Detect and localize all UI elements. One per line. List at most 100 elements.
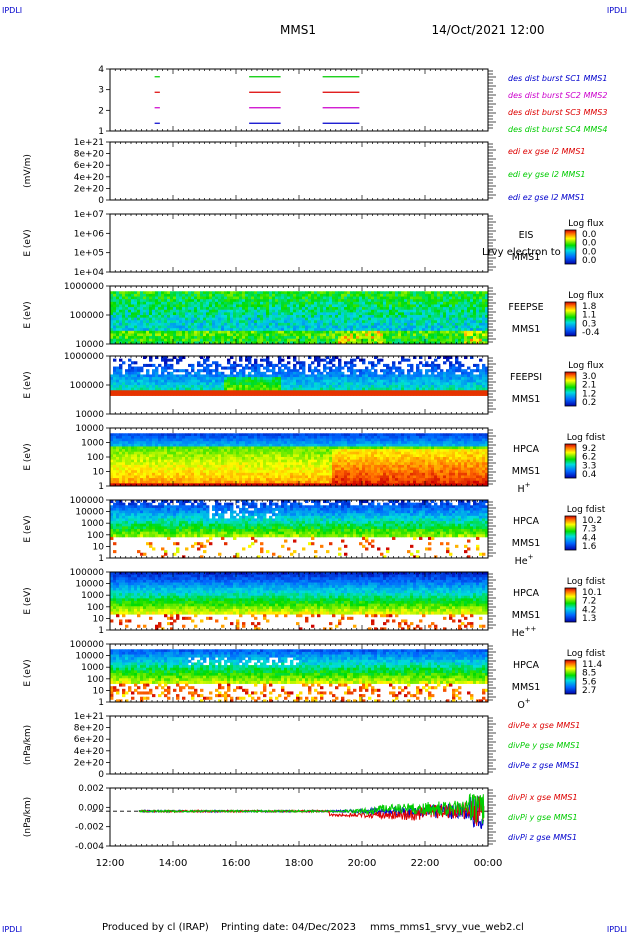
heatmap-cell bbox=[200, 315, 203, 318]
heatmap-cell bbox=[368, 390, 371, 393]
heatmap-cell bbox=[449, 369, 452, 372]
heatmap-cell bbox=[188, 380, 191, 383]
heatmap-cell bbox=[188, 310, 191, 313]
heatmap-cell bbox=[467, 380, 470, 383]
heatmap-cell bbox=[221, 304, 224, 307]
heatmap-cell bbox=[383, 328, 386, 331]
heatmap-cell bbox=[155, 390, 158, 393]
heatmap-cell bbox=[251, 294, 254, 297]
heatmap-cell bbox=[137, 312, 140, 315]
heatmap-cell bbox=[236, 377, 239, 380]
heatmap-cell bbox=[359, 377, 362, 380]
heatmap-cell bbox=[227, 388, 230, 391]
heatmap-cell bbox=[152, 385, 155, 388]
heatmap-cell bbox=[317, 372, 320, 375]
heatmap-cell bbox=[320, 382, 323, 385]
heatmap-cell bbox=[404, 385, 407, 388]
heatmap-cell bbox=[461, 315, 464, 318]
heatmap-cell bbox=[143, 320, 146, 323]
heatmap-cell bbox=[329, 367, 332, 370]
heatmap-cell bbox=[311, 323, 314, 326]
heatmap-cell bbox=[218, 390, 221, 393]
heatmap-cell bbox=[473, 393, 476, 396]
heatmap-cell bbox=[467, 318, 470, 321]
heatmap-cell bbox=[281, 323, 284, 326]
heatmap-cell bbox=[440, 331, 443, 334]
heatmap-cell bbox=[350, 323, 353, 326]
heatmap-cell bbox=[170, 299, 173, 302]
heatmap-cell bbox=[149, 374, 152, 377]
heatmap-cell bbox=[200, 377, 203, 380]
heatmap-cell bbox=[299, 382, 302, 385]
heatmap-cell bbox=[413, 339, 416, 342]
heatmap-cell bbox=[275, 304, 278, 307]
heatmap-cell bbox=[221, 385, 224, 388]
heatmap-cell bbox=[263, 291, 266, 294]
heatmap-cell bbox=[425, 372, 428, 375]
heatmap-cell bbox=[458, 331, 461, 334]
heatmap-cell bbox=[158, 304, 161, 307]
heatmap-cell bbox=[407, 299, 410, 302]
heatmap-cell bbox=[206, 388, 209, 391]
heatmap-cell bbox=[338, 302, 341, 305]
heatmap-cell bbox=[425, 339, 428, 342]
heatmap-cell bbox=[245, 307, 248, 310]
heatmap-cell bbox=[464, 333, 467, 336]
heatmap-cell bbox=[404, 315, 407, 318]
heatmap-cell bbox=[110, 294, 113, 297]
heatmap-cell bbox=[449, 312, 452, 315]
heatmap-cell bbox=[152, 310, 155, 313]
heatmap-cell bbox=[290, 294, 293, 297]
heatmap-cell bbox=[197, 385, 200, 388]
heatmap-cell bbox=[248, 318, 251, 321]
heatmap-cell bbox=[113, 393, 116, 396]
heatmap-cell bbox=[398, 380, 401, 383]
heatmap-cell bbox=[191, 380, 194, 383]
heatmap-cell bbox=[293, 339, 296, 342]
heatmap-cell bbox=[284, 307, 287, 310]
heatmap-cell bbox=[200, 339, 203, 342]
heatmap-cell bbox=[458, 302, 461, 305]
heatmap-cell bbox=[110, 452, 113, 455]
heatmap-cell bbox=[353, 393, 356, 396]
heatmap-cell bbox=[437, 364, 440, 367]
heatmap-cell bbox=[344, 320, 347, 323]
heatmap-cell bbox=[431, 374, 434, 377]
heatmap-cell bbox=[143, 299, 146, 302]
heatmap-cell bbox=[419, 299, 422, 302]
heatmap-cell bbox=[272, 388, 275, 391]
heatmap-cell bbox=[458, 385, 461, 388]
heatmap-cell bbox=[320, 339, 323, 342]
heatmap-cell bbox=[473, 294, 476, 297]
heatmap-cell bbox=[233, 310, 236, 313]
heatmap-cell bbox=[257, 390, 260, 393]
heatmap-cell bbox=[185, 291, 188, 294]
heatmap-cell bbox=[164, 339, 167, 342]
heatmap-cell bbox=[155, 385, 158, 388]
heatmap-cell bbox=[482, 382, 485, 385]
heatmap-cell bbox=[158, 336, 161, 339]
heatmap-cell bbox=[269, 291, 272, 294]
heatmap-cell bbox=[356, 297, 359, 300]
heatmap-cell bbox=[353, 359, 356, 362]
heatmap-cell bbox=[314, 333, 317, 336]
heatmap-cell bbox=[461, 294, 464, 297]
heatmap-cell bbox=[206, 382, 209, 385]
heatmap-cell bbox=[398, 385, 401, 388]
heatmap-cell bbox=[113, 333, 116, 336]
heatmap-cell bbox=[116, 390, 119, 393]
heatmap-cell bbox=[275, 299, 278, 302]
heatmap-cell bbox=[203, 310, 206, 313]
heatmap-cell bbox=[338, 297, 341, 300]
heatmap-cell bbox=[380, 297, 383, 300]
heatmap-cell bbox=[242, 328, 245, 331]
heatmap-cell bbox=[188, 315, 191, 318]
heatmap-cell bbox=[338, 291, 341, 294]
heatmap-cell bbox=[377, 310, 380, 313]
heatmap-cell bbox=[320, 385, 323, 388]
heatmap-cell bbox=[227, 393, 230, 396]
heatmap-cell bbox=[233, 367, 236, 370]
heatmap-cell bbox=[470, 299, 473, 302]
heatmap-cell bbox=[203, 367, 206, 370]
